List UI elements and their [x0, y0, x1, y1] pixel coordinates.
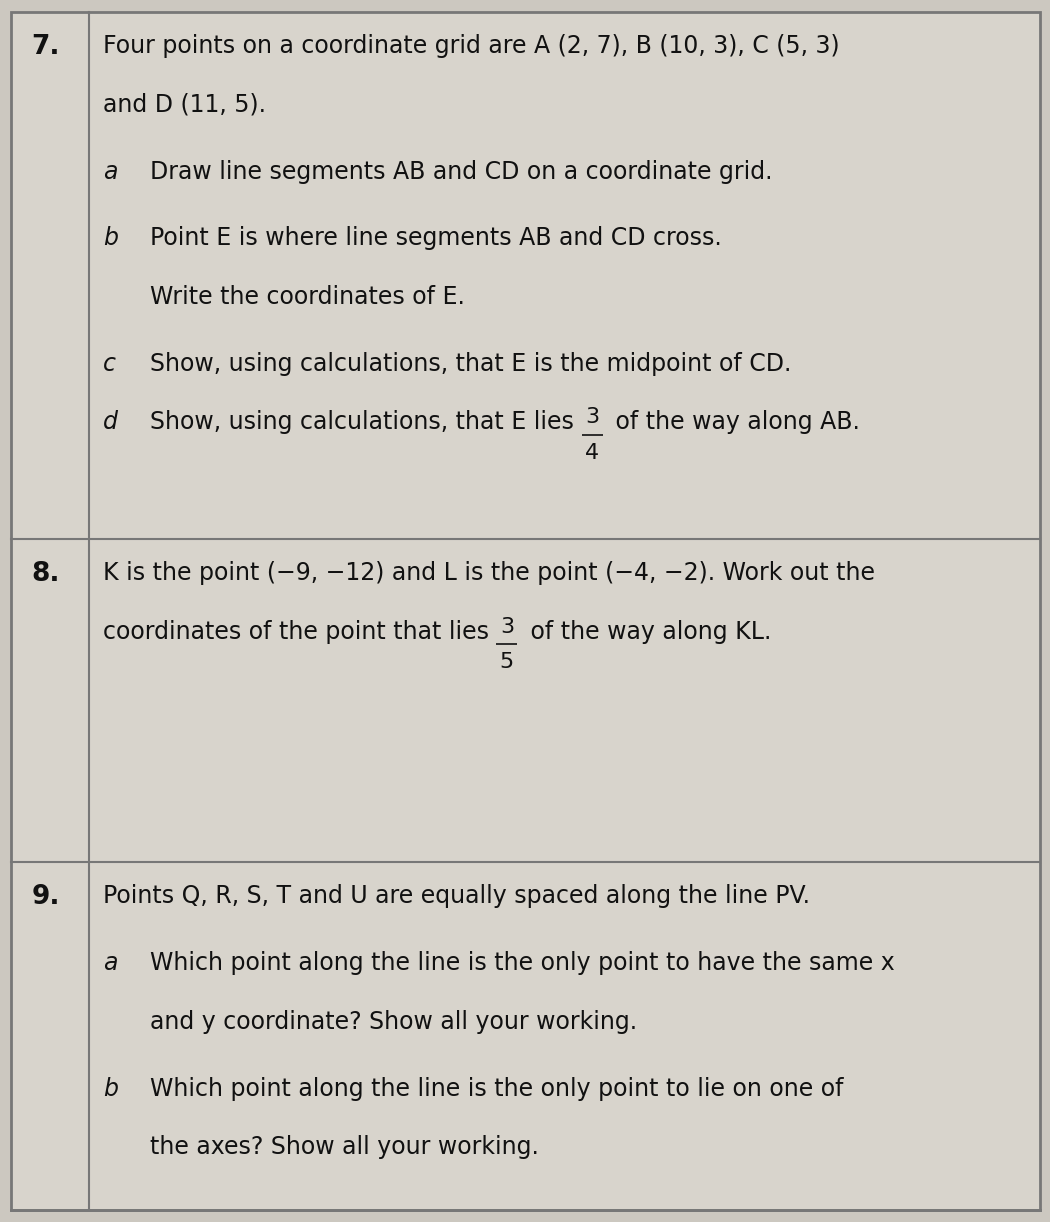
Text: 4: 4: [585, 442, 600, 463]
Text: of the way along AB.: of the way along AB.: [608, 411, 860, 434]
Text: Which point along the line is the only point to have the same x: Which point along the line is the only p…: [150, 951, 895, 975]
Text: b: b: [103, 1077, 118, 1101]
Text: b: b: [103, 226, 118, 251]
Text: 5: 5: [500, 653, 514, 672]
Text: Write the coordinates of E.: Write the coordinates of E.: [150, 285, 465, 309]
Text: a: a: [103, 160, 118, 183]
Text: d: d: [103, 411, 118, 434]
Bar: [10, 863, 1040, 1210]
Text: of the way along KL.: of the way along KL.: [523, 620, 771, 644]
Text: 8.: 8.: [32, 561, 60, 587]
Text: 9.: 9.: [32, 885, 60, 910]
Text: 7.: 7.: [32, 34, 60, 60]
Text: 3: 3: [500, 617, 513, 637]
Text: Points Q, R, S, T and U are equally spaced along the line PV.: Points Q, R, S, T and U are equally spac…: [103, 885, 810, 908]
Text: Four points on a coordinate grid are A (2, 7), B (10, 3), C (5, 3): Four points on a coordinate grid are A (…: [103, 34, 840, 59]
Bar: [10, 539, 1040, 863]
Text: K is the point (−9, −12) and L is the point (−4, −2). Work out the: K is the point (−9, −12) and L is the po…: [103, 561, 875, 585]
Text: and D (11, 5).: and D (11, 5).: [103, 93, 266, 117]
Text: Show, using calculations, that E lies: Show, using calculations, that E lies: [150, 411, 582, 434]
Text: Point E is where line segments AB and CD cross.: Point E is where line segments AB and CD…: [150, 226, 722, 251]
Text: a: a: [103, 951, 118, 975]
Text: c: c: [103, 352, 116, 375]
Text: coordinates of the point that lies: coordinates of the point that lies: [103, 620, 497, 644]
Text: the axes? Show all your working.: the axes? Show all your working.: [150, 1135, 539, 1160]
Text: and y coordinate? Show all your working.: and y coordinate? Show all your working.: [150, 1009, 637, 1034]
Text: Draw line segments AB and CD on a coordinate grid.: Draw line segments AB and CD on a coordi…: [150, 160, 773, 183]
Bar: [10, 12, 1040, 539]
Text: 3: 3: [585, 407, 600, 428]
Text: Which point along the line is the only point to lie on one of: Which point along the line is the only p…: [150, 1077, 843, 1101]
Text: Show, using calculations, that E is the midpoint of CD.: Show, using calculations, that E is the …: [150, 352, 792, 375]
